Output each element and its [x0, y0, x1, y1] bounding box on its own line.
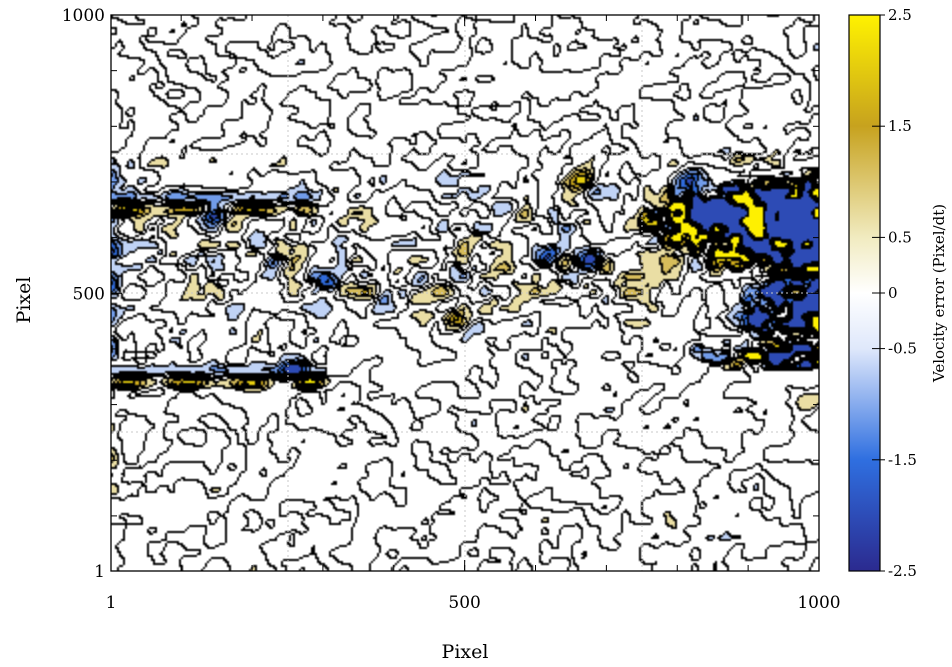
colorbar-ticks	[872, 14, 885, 572]
colorbar-tick-label: -1.5	[888, 451, 917, 469]
x-axis-title: Pixel	[442, 641, 489, 663]
y-axis-title: Pixel	[13, 277, 35, 324]
colorbar-tick-label: 1.5	[888, 117, 912, 135]
grid-lines	[111, 15, 819, 571]
colorbar-tick-label: -2.5	[888, 562, 917, 580]
colorbar-tick-label: -0.5	[888, 340, 917, 358]
y-tick-label: 1	[94, 562, 105, 582]
x-tick-marks	[110, 15, 820, 571]
x-tick-label: 1000	[797, 593, 840, 613]
y-tick-label: 1000	[62, 6, 105, 26]
colorbar-title: Velocity error (Pixel/dt)	[930, 204, 948, 383]
x-tick-label: 1	[106, 593, 117, 613]
y-tick-label: 500	[73, 284, 105, 304]
colorbar-tick-label: 2.5	[888, 6, 912, 24]
y-tick-marks	[111, 14, 819, 572]
x-tick-labels: 1 500 1000	[106, 593, 841, 613]
colorbar-tick-labels: 2.5 1.5 0.5 0 -0.5 -1.5 -2.5	[888, 6, 917, 580]
x-tick-label: 500	[448, 593, 480, 613]
colorbar: 2.5 1.5 0.5 0 -0.5 -1.5 -2.5 Velocity error (P…	[848, 6, 948, 580]
plot-area	[110, 14, 820, 572]
colorbar-tick-label: 0	[888, 284, 898, 302]
y-tick-labels: 1 500 1000	[62, 6, 105, 582]
colorbar-tick-label: 0.5	[888, 228, 912, 246]
